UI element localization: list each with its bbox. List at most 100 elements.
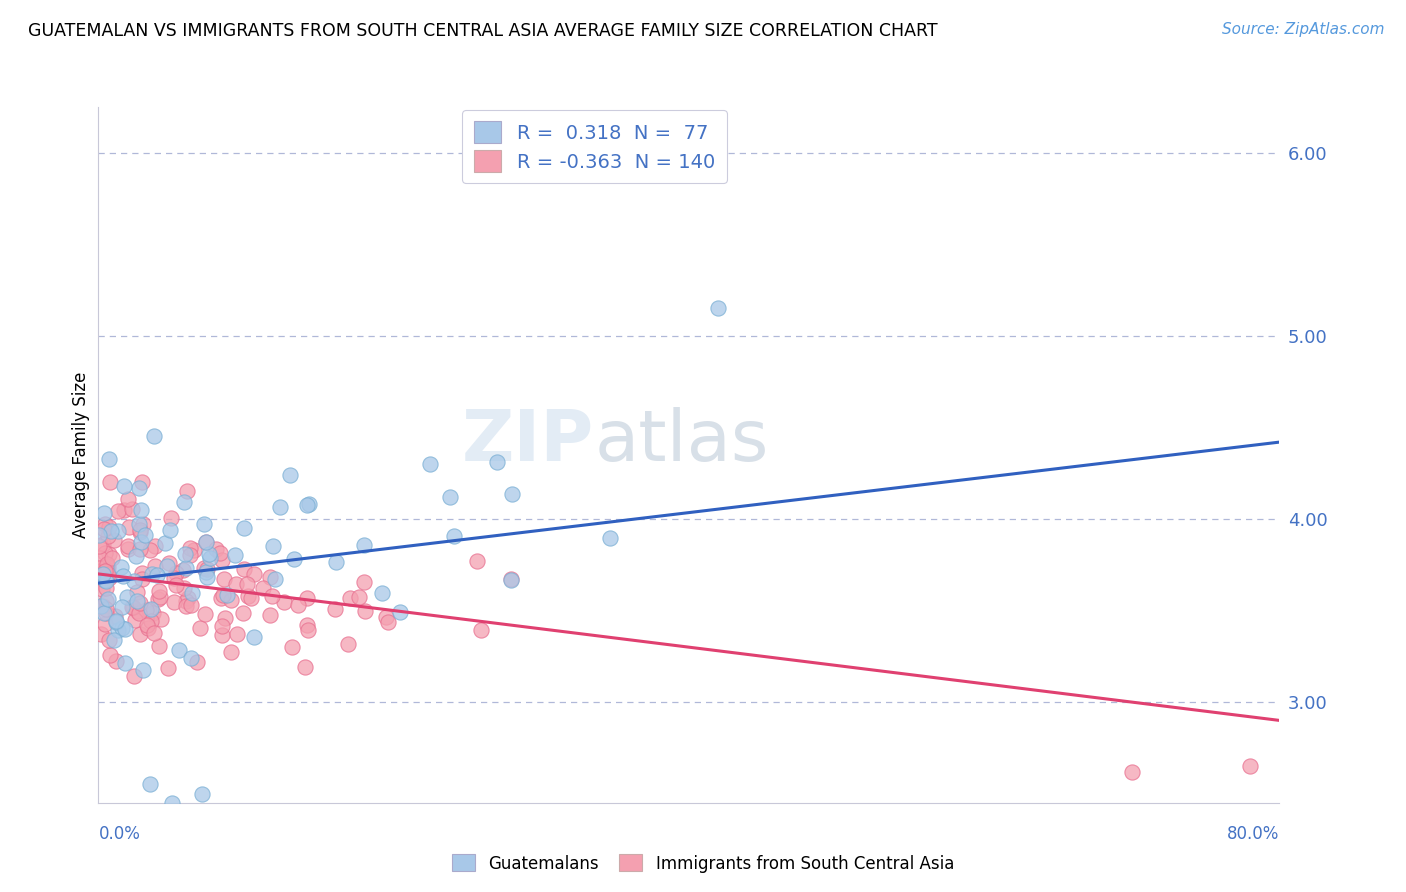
Point bbox=[371, 586, 394, 600]
Point bbox=[96, 593, 118, 607]
Point bbox=[375, 610, 398, 624]
Point bbox=[114, 656, 136, 670]
Point bbox=[115, 591, 138, 605]
Point bbox=[193, 517, 215, 532]
Point bbox=[183, 543, 205, 558]
Point bbox=[191, 787, 214, 801]
Point bbox=[93, 573, 115, 587]
Point bbox=[443, 529, 465, 543]
Point bbox=[97, 592, 120, 607]
Point bbox=[211, 553, 233, 567]
Point bbox=[215, 588, 238, 602]
Point bbox=[297, 617, 319, 632]
Point bbox=[165, 577, 187, 591]
Point bbox=[98, 648, 121, 662]
Point bbox=[599, 532, 621, 546]
Point bbox=[90, 627, 112, 641]
Point bbox=[236, 589, 259, 603]
Point bbox=[1239, 759, 1261, 773]
Point bbox=[148, 592, 170, 607]
Point bbox=[485, 455, 508, 469]
Point bbox=[707, 301, 730, 316]
Point bbox=[281, 640, 304, 654]
Point bbox=[111, 599, 134, 614]
Point bbox=[211, 628, 233, 642]
Point bbox=[325, 555, 347, 569]
Point bbox=[198, 547, 221, 561]
Point bbox=[224, 548, 246, 562]
Point bbox=[134, 528, 156, 542]
Point bbox=[208, 546, 231, 560]
Point bbox=[131, 663, 153, 677]
Point bbox=[97, 560, 120, 574]
Point bbox=[233, 562, 256, 576]
Point bbox=[89, 561, 111, 575]
Point bbox=[128, 481, 150, 495]
Point bbox=[110, 560, 132, 574]
Point bbox=[499, 573, 522, 587]
Point bbox=[179, 541, 201, 556]
Point bbox=[101, 550, 124, 565]
Point bbox=[195, 562, 218, 576]
Point bbox=[195, 534, 218, 549]
Point bbox=[501, 487, 523, 501]
Point bbox=[174, 594, 197, 608]
Legend: Guatemalans, Immigrants from South Central Asia: Guatemalans, Immigrants from South Centr… bbox=[446, 847, 960, 880]
Point bbox=[209, 591, 232, 605]
Point bbox=[96, 558, 118, 573]
Point bbox=[157, 557, 180, 571]
Point bbox=[91, 567, 114, 582]
Point bbox=[1121, 764, 1143, 779]
Point bbox=[138, 603, 160, 617]
Point bbox=[97, 528, 120, 542]
Point bbox=[143, 559, 166, 574]
Point bbox=[174, 599, 197, 614]
Point bbox=[211, 619, 233, 633]
Point bbox=[94, 546, 117, 560]
Point bbox=[259, 569, 281, 583]
Point bbox=[195, 535, 218, 549]
Text: atlas: atlas bbox=[595, 407, 769, 475]
Point bbox=[91, 599, 114, 614]
Point bbox=[353, 538, 375, 552]
Point bbox=[143, 539, 166, 553]
Point bbox=[105, 614, 128, 628]
Point bbox=[273, 595, 295, 609]
Point bbox=[131, 572, 153, 586]
Point bbox=[177, 591, 200, 605]
Text: 0.0%: 0.0% bbox=[98, 825, 141, 843]
Point bbox=[174, 561, 197, 575]
Point bbox=[166, 566, 188, 581]
Point bbox=[131, 502, 153, 516]
Point bbox=[339, 591, 361, 606]
Point bbox=[98, 452, 121, 467]
Point bbox=[139, 602, 162, 616]
Point bbox=[377, 615, 399, 630]
Point bbox=[111, 569, 134, 583]
Point bbox=[323, 601, 346, 615]
Point bbox=[212, 572, 235, 586]
Point bbox=[93, 607, 115, 621]
Point bbox=[96, 565, 118, 579]
Point bbox=[94, 602, 117, 616]
Point bbox=[107, 524, 129, 538]
Point bbox=[87, 527, 110, 541]
Point bbox=[139, 614, 162, 628]
Point bbox=[419, 457, 441, 471]
Point bbox=[180, 650, 202, 665]
Point bbox=[180, 586, 202, 600]
Point bbox=[194, 607, 217, 621]
Point bbox=[232, 606, 254, 620]
Point bbox=[347, 590, 370, 604]
Point bbox=[470, 623, 492, 637]
Point bbox=[112, 502, 135, 516]
Point bbox=[193, 561, 215, 575]
Legend: R =  0.318  N =  77, R = -0.363  N = 140: R = 0.318 N = 77, R = -0.363 N = 140 bbox=[463, 110, 727, 183]
Point bbox=[127, 594, 149, 608]
Y-axis label: Average Family Size: Average Family Size bbox=[72, 372, 90, 538]
Point bbox=[179, 548, 201, 562]
Point bbox=[295, 498, 318, 512]
Point bbox=[122, 669, 145, 683]
Point bbox=[172, 563, 194, 577]
Point bbox=[125, 549, 148, 563]
